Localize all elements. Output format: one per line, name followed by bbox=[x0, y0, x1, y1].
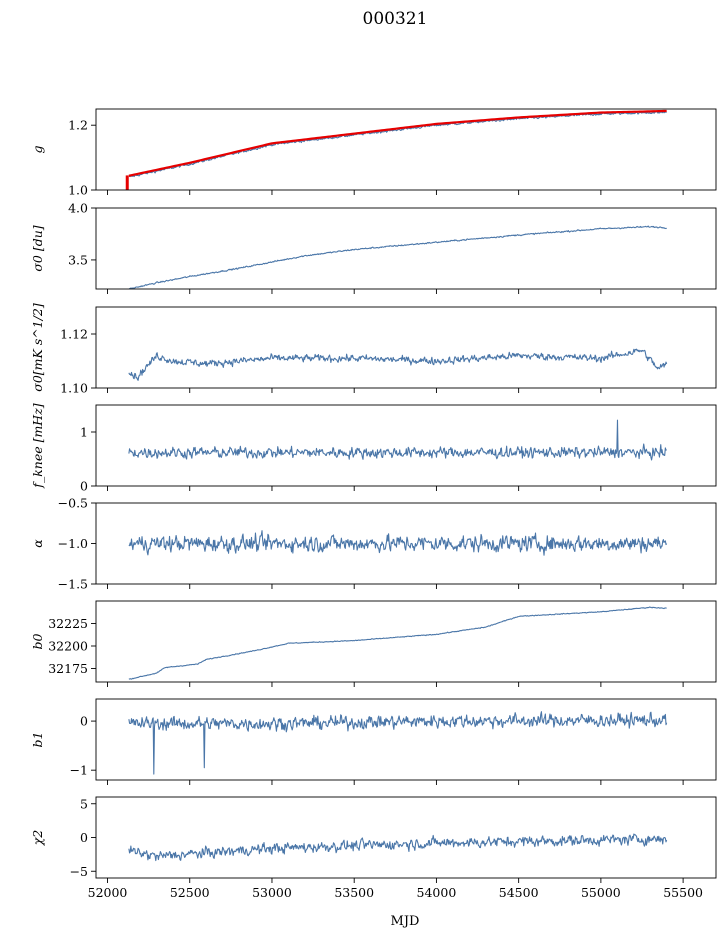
y-axis-label: g bbox=[30, 145, 45, 153]
y-tick-label: 32225 bbox=[48, 616, 88, 631]
y-tick-label: 5 bbox=[80, 796, 88, 811]
panel-fknee: 0 1 f_knee [mHz] bbox=[30, 403, 717, 494]
series-line-chi2 bbox=[128, 833, 668, 862]
y-tick-label: −1.5 bbox=[58, 577, 88, 592]
panel-frame bbox=[95, 306, 717, 389]
panel-sigma0-mK: 1.10 1.12 σ0[mK s^1/2] bbox=[30, 303, 717, 396]
x-tick-label: 52000 bbox=[88, 885, 128, 900]
y-axis-label: σ0[mK s^1/2] bbox=[30, 303, 45, 392]
fit-line-g bbox=[128, 109, 667, 177]
y-tick-label: 1.12 bbox=[60, 327, 88, 342]
y-axis-label: b1 bbox=[30, 732, 45, 748]
y-tick-label: 32175 bbox=[48, 661, 88, 676]
y-tick-label: −5 bbox=[70, 864, 88, 879]
panel-frame bbox=[95, 698, 717, 781]
y-tick-label: 4.0 bbox=[68, 201, 88, 216]
panel-frame bbox=[95, 600, 717, 683]
y-axis-label: σ0 [du] bbox=[30, 225, 45, 271]
series-line-fknee bbox=[128, 419, 667, 461]
x-axis-label: MJD bbox=[391, 914, 420, 929]
series-line-b1 bbox=[128, 711, 668, 775]
panel-frame bbox=[95, 207, 717, 290]
x-tick-label: 55000 bbox=[581, 885, 621, 900]
y-tick-label: 1.2 bbox=[68, 118, 88, 133]
panel-b1: −1 0 b1 bbox=[30, 698, 717, 785]
panel-sigma0-du: 3.5 4.0 σ0 [du] bbox=[30, 201, 717, 294]
y-axis-label: f_knee [mHz] bbox=[30, 403, 45, 488]
x-tick-label: 55500 bbox=[663, 885, 703, 900]
chart-title: 000321 bbox=[363, 9, 428, 29]
y-tick-label: 0 bbox=[80, 714, 88, 729]
y-tick-label: −0.5 bbox=[58, 496, 88, 511]
x-tick-label: 54500 bbox=[499, 885, 539, 900]
y-tick-label: 0 bbox=[80, 479, 88, 494]
x-tick-label: 53500 bbox=[334, 885, 374, 900]
x-tick-label: 54000 bbox=[417, 885, 457, 900]
x-tick-label: 52500 bbox=[170, 885, 210, 900]
y-tick-label: 1.10 bbox=[60, 381, 88, 396]
y-axis-label: χ2 bbox=[30, 830, 45, 847]
y-axis-label: α bbox=[30, 539, 45, 548]
y-tick-label: 32200 bbox=[48, 639, 88, 654]
panel-frame bbox=[95, 108, 717, 191]
y-tick-label: 3.5 bbox=[68, 252, 88, 267]
panel-frame bbox=[95, 404, 717, 487]
y-tick-label: 1 bbox=[80, 425, 88, 440]
series-line-alpha bbox=[128, 530, 668, 556]
panel-chi2: −5 0 5 52000 52500 53000 53500 54000 54500 55000 5… bbox=[30, 796, 717, 900]
series-line-g bbox=[128, 111, 667, 178]
series-line-sigma0-du bbox=[128, 225, 667, 289]
y-axis-label: b0 bbox=[30, 633, 45, 649]
panel-g: 1.0 1.2 g bbox=[30, 108, 717, 198]
y-tick-label: 1.0 bbox=[68, 183, 88, 198]
panel-alpha: −1.5 −1.0 −0.5 α bbox=[30, 496, 717, 592]
y-tick-label: −1 bbox=[70, 763, 88, 778]
y-tick-label: −1.0 bbox=[58, 536, 88, 551]
series-line-sigma0-mK bbox=[128, 348, 668, 381]
panels-group: 1.0 1.2 g 3.5 4.0 σ0 [du] 1.10 1.12 σ0[mK s^1/2]… bbox=[30, 108, 717, 900]
y-tick-label: 0 bbox=[80, 830, 88, 845]
x-tick-label: 53000 bbox=[252, 885, 292, 900]
series-line-b0 bbox=[128, 606, 667, 680]
